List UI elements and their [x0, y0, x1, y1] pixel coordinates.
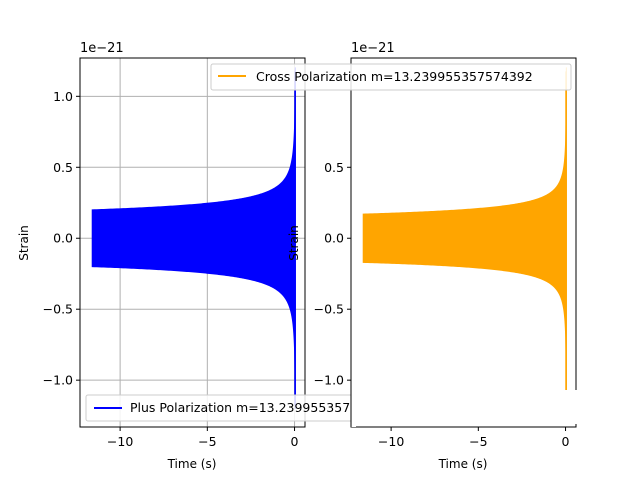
cross-xtick-label: −10 [378, 434, 404, 449]
plus-axes-frame [79, 57, 306, 428]
plus-ytick-label: −0.5 [43, 302, 73, 317]
plus-ytick-label: −1.0 [43, 373, 73, 388]
cross-ytick-label: −0.5 [314, 302, 344, 317]
plus-polarization-axes: −10 −5 0 −1.0 −0.5 0.0 0.5 1.0 1e−21 Time (s) S… [17, 41, 306, 471]
plus-legend-mask-edge [351, 390, 356, 427]
cross-ytick-label: 0.0 [324, 231, 344, 246]
cross-legend-label: Cross Polarization m=13.239955357574392 [256, 69, 533, 84]
plus-ytick-label: 0.5 [53, 160, 73, 175]
cross-ticks: −10 −5 0 −1.0 −0.5 0.0 0.5 [314, 160, 570, 449]
plus-waveform [91, 67, 296, 410]
plus-xtick-label: −5 [198, 434, 216, 449]
cross-ylabel: Strain [287, 225, 301, 261]
plus-xlabel: Time (s) [167, 457, 217, 471]
cross-xlabel: Time (s) [438, 457, 488, 471]
plus-ylabel: Strain [17, 225, 31, 261]
cross-offset-text: 1e−21 [351, 41, 395, 56]
plus-ytick-label: 0.0 [53, 231, 73, 246]
cross-legend-box [210, 63, 572, 91]
cross-waveform-envelope [362, 67, 567, 410]
cross-axes-frame [350, 57, 577, 428]
plus-xtick-label: −10 [107, 434, 133, 449]
cross-ytick-label: 0.5 [324, 160, 344, 175]
plus-waveform-envelope [91, 67, 296, 410]
cross-waveform [362, 67, 567, 410]
plus-xtick-label: 0 [291, 434, 299, 449]
plus-ytick-label: 1.0 [53, 89, 73, 104]
cross-ytick-label: −1.0 [314, 373, 344, 388]
cross-polarization-axes: −10 −5 0 −1.0 −0.5 0.0 0.5 1e−21 Time (s) Stra… [287, 41, 577, 471]
plus-offset-text: 1e−21 [80, 41, 124, 56]
cross-legend: Cross Polarization m=13.239955357574392 [210, 63, 572, 91]
plus-legend-mask [356, 390, 640, 424]
plus-legend-label: Plus Polarization m=13.239955357574392 [130, 400, 398, 415]
cross-xtick-label: −5 [469, 434, 487, 449]
cross-xtick-label: 0 [562, 434, 570, 449]
plus-ticks: −10 −5 0 −1.0 −0.5 0.0 0.5 1.0 [43, 89, 299, 449]
